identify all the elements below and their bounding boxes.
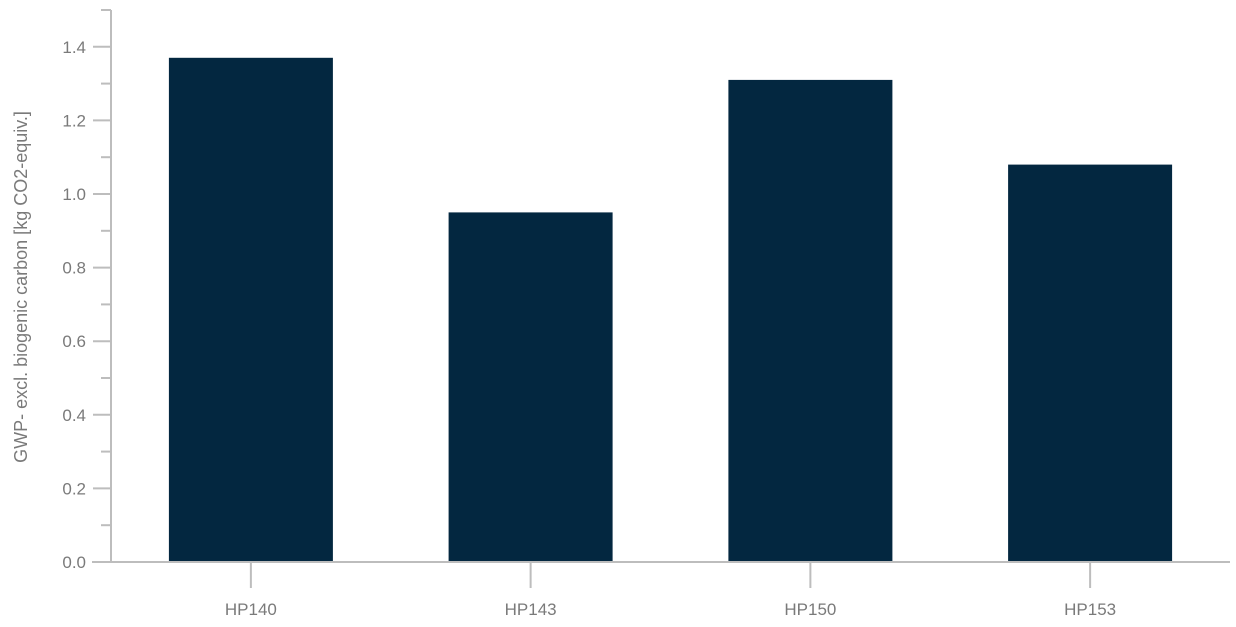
bar-hp143 xyxy=(448,212,613,562)
x-tick-label-hp143: HP143 xyxy=(505,600,557,619)
y-tick-label: 1.0 xyxy=(62,185,86,204)
bar-hp150 xyxy=(728,79,893,563)
bar-hp153 xyxy=(1008,164,1173,562)
bars-group xyxy=(168,57,1173,563)
y-tick-label: 0.8 xyxy=(62,259,86,278)
bar-hp140 xyxy=(168,57,333,563)
x-tick-label-hp150: HP150 xyxy=(784,600,836,619)
axes-group: HP140 HP143 HP150 HP153 0.0 0.2 0.4 0.6 0.8 1.0 1.… xyxy=(62,9,1230,619)
y-tick-label: 1.2 xyxy=(62,111,86,130)
y-tick-label: 0.2 xyxy=(62,479,86,498)
y-tick-label: 0.4 xyxy=(62,406,86,425)
y-tick-label: 0.6 xyxy=(62,332,86,351)
x-tick-label-hp140: HP140 xyxy=(225,600,277,619)
y-tick-label: 1.4 xyxy=(62,38,86,57)
y-axis-title: GWP- excl. biogenic carbon [kg CO2-equiv… xyxy=(11,111,31,463)
x-tick-label-hp153: HP153 xyxy=(1064,600,1116,619)
y-tick-label: 0.0 xyxy=(62,553,86,572)
